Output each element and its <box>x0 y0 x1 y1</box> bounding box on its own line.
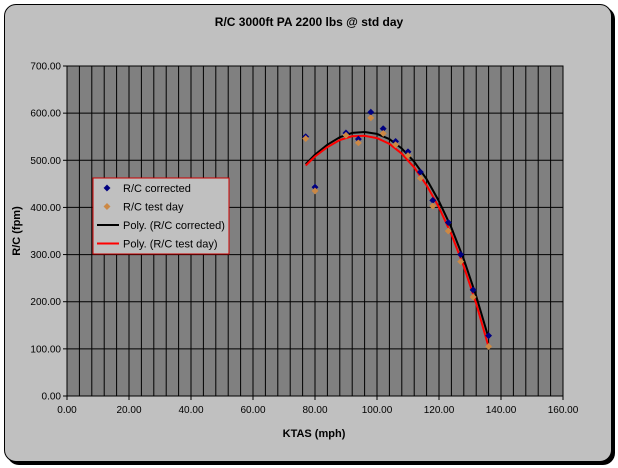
x-tick-label: 20.00 <box>116 405 141 416</box>
y-tick-label: 700.00 <box>30 62 61 73</box>
tick-labels: 0.00 100.00 200.00 300.00 400.00 500.00 600.00… <box>30 62 578 417</box>
data-point <box>469 286 477 294</box>
x-tick-label: 0.00 <box>57 405 77 416</box>
data-point <box>444 218 452 227</box>
data-point <box>416 174 424 182</box>
y-tick-label: 300.00 <box>30 250 61 261</box>
data-point <box>469 293 477 301</box>
x-tick-label: 100.00 <box>362 405 393 416</box>
data-point <box>485 342 493 351</box>
x-tick-label: 160.00 <box>548 405 579 416</box>
y-tick-label: 200.00 <box>30 297 61 308</box>
legend-box <box>92 177 230 255</box>
data-point <box>302 135 310 143</box>
legend-label: R/C test day <box>123 202 184 214</box>
x-tick-label: 40.00 <box>178 405 203 416</box>
data-point <box>429 202 437 210</box>
y-tick-label: 500.00 <box>30 156 61 167</box>
data-point <box>392 141 400 149</box>
x-tick-label: 80.00 <box>302 405 327 416</box>
legend-label: Poly. (R/C corrected) <box>123 220 225 232</box>
x-tick-label: 60.00 <box>240 405 265 416</box>
y-axis-label: R/C (fpm) <box>11 206 23 256</box>
trend-line-1 <box>305 134 490 348</box>
legend-marker <box>103 184 111 192</box>
y-tick-label: 600.00 <box>30 109 61 120</box>
x-tick-label: 140.00 <box>486 405 517 416</box>
y-tick-label: 0.00 <box>42 392 62 403</box>
data-point <box>342 131 350 139</box>
data-point <box>444 227 452 235</box>
data-point <box>311 187 319 195</box>
legend-marker <box>103 202 111 211</box>
legend-label: R/C corrected <box>123 183 191 195</box>
x-tick-label: 120.00 <box>424 405 455 416</box>
data-point <box>367 114 375 122</box>
legend-label: Poly. (R/C test day) <box>123 239 218 251</box>
data-point <box>457 258 465 266</box>
data-point <box>457 251 465 259</box>
data-point <box>404 152 412 160</box>
data-point <box>485 332 493 340</box>
legend: R/C corrected R/C test day Poly. (R/C corr… <box>92 177 230 255</box>
data-point <box>354 139 362 147</box>
chart-title: R/C 3000ft PA 2200 lbs @ std day <box>215 15 404 29</box>
y-tick-label: 400.00 <box>30 203 61 214</box>
data-point <box>379 129 387 137</box>
series <box>302 108 493 351</box>
y-tick-label: 100.00 <box>30 344 61 355</box>
x-axis-label: KTAS (mph) <box>283 428 346 440</box>
